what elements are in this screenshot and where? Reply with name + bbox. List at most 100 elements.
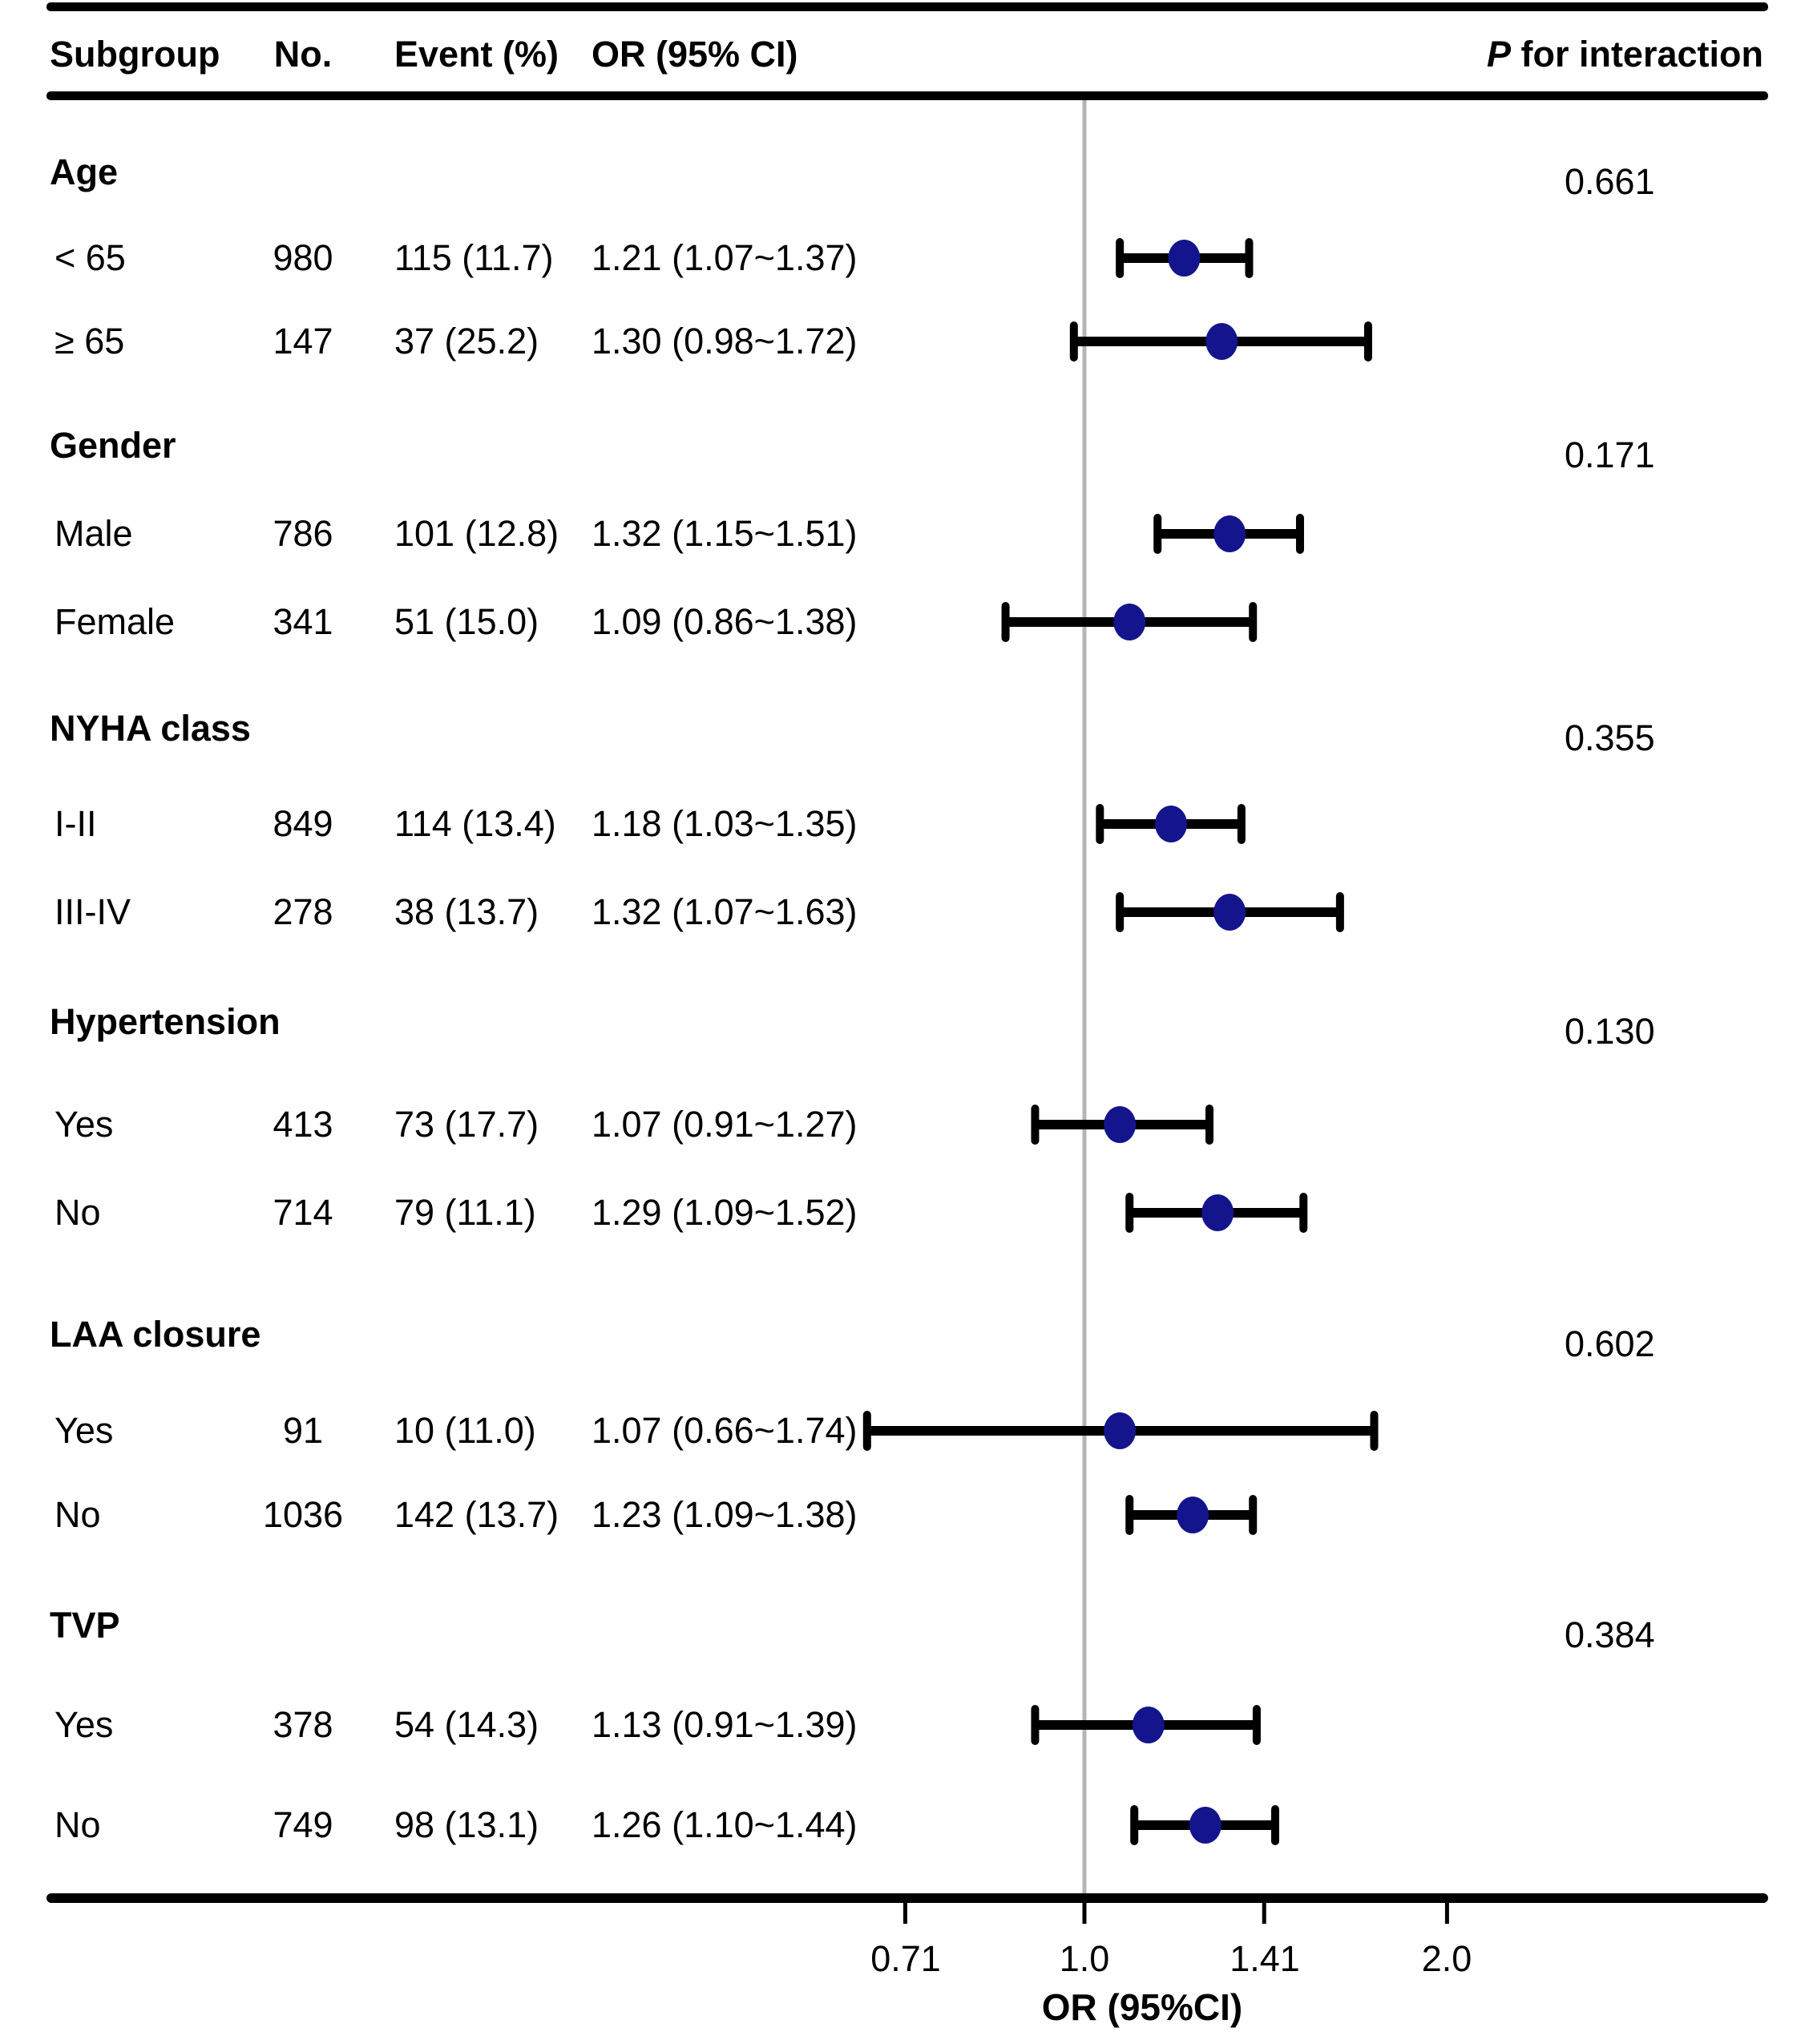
subgroup-label: Male [55,513,133,554]
section-header-row: LAA closure 0.602 [0,1291,1813,1379]
or-ci-text: 1.13 (0.91~1.39) [592,1704,858,1745]
section-name: TVP [50,1605,120,1646]
section-name: Age [50,151,119,192]
or-ci-text: 1.18 (1.03~1.35) [592,803,858,844]
subgroup-label: No [55,1804,101,1845]
event-value: 115 (11.7) [394,237,554,278]
header-rule [46,91,1768,100]
p-interaction-value: 0.130 [1565,1011,1655,1052]
or-ci-text: 1.07 (0.91~1.27) [592,1104,858,1145]
or-point [1177,1497,1209,1533]
p-interaction-value: 0.602 [1565,1323,1655,1364]
subgroup-label: No [55,1494,101,1535]
or-point [1104,1412,1137,1449]
data-row: ≥ 65 147 37 (25.2) 1.30 (0.98~1.72) [0,297,1813,386]
event-value: 38 (13.7) [394,891,539,932]
col-header-subgroup: Subgroup [50,34,220,75]
subgroup-label: No [55,1192,101,1233]
or-point [1104,1106,1137,1143]
p-interaction-value: 0.661 [1565,161,1655,202]
n-value: 378 [273,1704,333,1745]
or-ci-text: 1.32 (1.07~1.63) [592,891,858,932]
or-ci-text: 1.23 (1.09~1.38) [592,1494,858,1535]
p-interaction-value: 0.384 [1565,1614,1655,1655]
n-value: 849 [273,803,333,844]
n-value: 278 [273,891,333,932]
or-ci-text: 1.29 (1.09~1.52) [592,1192,858,1233]
section-header-row: TVP 0.384 [0,1581,1813,1670]
data-row: Female 341 51 (15.0) 1.09 (0.86~1.38) [0,578,1813,666]
section-name: LAA closure [50,1314,261,1355]
data-row: No 714 79 (11.1) 1.29 (1.09~1.52) [0,1169,1813,1257]
p-italic-letter: P [1486,34,1511,75]
data-row: I-II 849 114 (13.4) 1.18 (1.03~1.35) [0,780,1813,868]
data-row: No 749 98 (13.1) 1.26 (1.10~1.44) [0,1781,1813,1869]
event-value: 54 (14.3) [394,1704,539,1745]
subgroup-label: I-II [55,803,97,844]
data-row: Yes 378 54 (14.3) 1.13 (0.91~1.39) [0,1681,1813,1769]
x-tick-label-2-0: 2.0 [1421,1938,1472,1979]
subgroup-label: III-IV [55,891,131,932]
or-point [1213,894,1246,931]
data-row: No 1036 142 (13.7) 1.23 (1.09~1.38) [0,1471,1813,1559]
section-header-row: Gender 0.171 [0,402,1813,490]
x-tick-label-0-71: 0.71 [870,1938,941,1979]
x-axis-title: OR (95%CI) [1041,1986,1243,2028]
data-row: < 65 980 115 (11.7) 1.21 (1.07~1.37) [0,214,1813,302]
n-value: 980 [273,237,333,278]
n-value: 413 [273,1104,333,1145]
event-value: 37 (25.2) [394,321,539,362]
event-value: 51 (15.0) [394,601,539,642]
data-row: Male 786 101 (12.8) 1.32 (1.15~1.51) [0,490,1813,578]
n-value: 786 [273,513,333,554]
x-tick-label-1-0: 1.0 [1059,1938,1110,1979]
section-header-row: Age 0.661 [0,128,1813,216]
or-ci-text: 1.26 (1.10~1.44) [592,1804,858,1845]
or-point [1132,1707,1165,1743]
n-value: 1036 [262,1494,344,1535]
or-point [1155,806,1188,842]
event-value: 101 (12.8) [394,513,559,554]
event-value: 73 (17.7) [394,1104,539,1145]
section-name: NYHA class [50,708,251,749]
n-value: 714 [273,1192,333,1233]
subgroup-label: Female [55,601,176,642]
top-rule [46,2,1768,11]
col-header-no: No. [273,34,333,75]
or-ci-text: 1.09 (0.86~1.38) [592,601,858,642]
axis-rule [46,1893,1768,1903]
or-ci-text: 1.32 (1.15~1.51) [592,513,858,554]
n-value: 749 [273,1804,333,1845]
or-point [1201,1194,1234,1231]
n-value: 341 [273,601,333,642]
subgroup-label: < 65 [55,237,126,278]
n-value: 91 [282,1410,324,1451]
n-value: 147 [273,321,333,362]
event-value: 79 (11.1) [394,1192,536,1233]
or-ci-text: 1.07 (0.66~1.74) [592,1410,858,1451]
p-interaction-value: 0.171 [1565,434,1655,475]
or-point [1205,323,1238,360]
p-interaction-value: 0.355 [1565,717,1655,758]
p-header-rest: for interaction [1510,34,1763,75]
subgroup-label: Yes [55,1410,114,1451]
or-ci-text: 1.30 (0.98~1.72) [592,321,858,362]
column-header-row: Subgroup No. Event (%) OR (95% CI) P for… [0,10,1813,99]
or-point [1213,515,1246,552]
event-value: 114 (13.4) [394,803,556,844]
data-row: Yes 91 10 (11.0) 1.07 (0.66~1.74) [0,1387,1813,1475]
event-value: 98 (13.1) [394,1804,539,1845]
section-name: Hypertension [50,1001,281,1042]
x-tick-label-1-41: 1.41 [1230,1938,1300,1979]
or-point [1113,604,1146,640]
event-value: 10 (11.0) [394,1410,536,1451]
subgroup-label: Yes [55,1104,114,1145]
event-value: 142 (13.7) [394,1494,559,1535]
section-header-row: NYHA class 0.355 [0,685,1813,773]
section-header-row: Hypertension 0.130 [0,978,1813,1066]
subgroup-label: Yes [55,1704,114,1745]
or-point [1189,1807,1221,1844]
subgroup-label: ≥ 65 [55,321,125,362]
